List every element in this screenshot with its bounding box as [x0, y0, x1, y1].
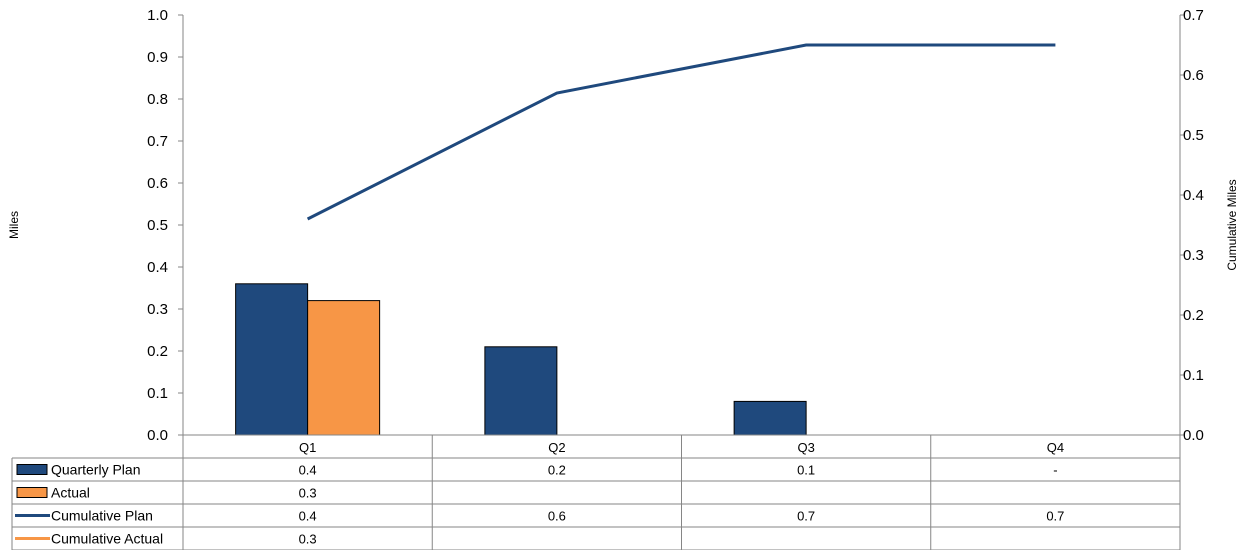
y-tick-label: 0.4 [147, 259, 168, 276]
y2-tick-label: 0.3 [1183, 247, 1204, 264]
category-label: Q3 [797, 440, 814, 455]
y-tick-label: 0.1 [147, 385, 168, 402]
bar-quarterly-plan [235, 283, 309, 436]
table-row-label: Actual [51, 485, 90, 501]
table-cell: 0.7 [797, 509, 815, 524]
y-tick-label: 0.8 [147, 91, 168, 108]
table-cell: 0.4 [299, 463, 317, 478]
line-cumulative-plan [306, 43, 1056, 221]
table-cell: 0.6 [548, 509, 566, 524]
y2-tick-label: 0.2 [1183, 307, 1204, 324]
y2-axis-label: Cumulative Miles [1225, 179, 1239, 270]
table-row-label: Quarterly Plan [51, 462, 140, 478]
table-cell: 0.1 [797, 463, 815, 478]
legend-key-bar [16, 487, 48, 498]
table-cell: 0.3 [299, 532, 317, 547]
category-label: Q2 [548, 440, 565, 455]
y-tick-label: 0.5 [147, 217, 168, 234]
table-cell: - [1053, 463, 1057, 478]
y2-tick-label: 0.7 [1183, 7, 1204, 24]
bar-actual [307, 300, 381, 436]
y-tick-label: 0.7 [147, 133, 168, 150]
table-row-label: Cumulative Plan [51, 508, 153, 524]
y-tick-label: 0.3 [147, 301, 168, 318]
table-row-label: Cumulative Actual [51, 531, 163, 547]
y-tick-label: 0.6 [147, 175, 168, 192]
bar-quarterly-plan [484, 346, 558, 436]
table-cell: 0.4 [299, 509, 317, 524]
y2-tick-label: 0.5 [1183, 127, 1204, 144]
plot-area: 0.0 0.1 0.2 0.3 0.4 0.5 0.6 0.7 0.8 0.9 1.0 0.0 0.1 0… [147, 7, 1204, 444]
bar-quarterly-plan [733, 400, 807, 436]
category-label: Q1 [299, 440, 316, 455]
y-tick-label: 1.0 [147, 7, 168, 24]
y-tick-label: 0.9 [147, 49, 168, 66]
y-axis-label: Miles [7, 211, 21, 239]
y-tick-label: 0.0 [147, 427, 168, 444]
table-cell: 0.3 [299, 486, 317, 501]
table-cell: 0.2 [548, 463, 566, 478]
y-tick-label: 0.2 [147, 343, 168, 360]
y2-tick-label: 0.4 [1183, 187, 1204, 204]
legend-key-bar [16, 464, 48, 475]
y2-tick-label: 0.6 [1183, 67, 1204, 84]
y2-tick-label: 0.1 [1183, 367, 1204, 384]
data-table: Q1 Q2 Q3 Q4 Quarterly Plan 0.4 0.2 0.1 - Actual 0.… [11, 434, 1181, 550]
table-cell: 0.7 [1046, 509, 1064, 524]
y2-tick-label: 0.0 [1183, 427, 1204, 444]
category-label: Q4 [1047, 440, 1064, 455]
